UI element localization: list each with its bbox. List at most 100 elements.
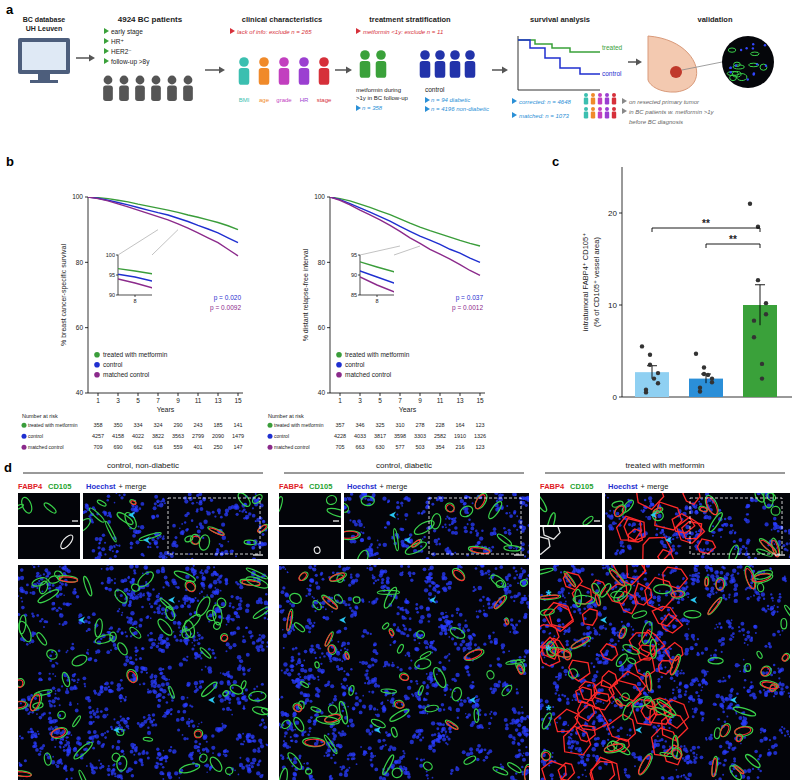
nucleus: [149, 675, 153, 679]
nucleus: [57, 697, 60, 700]
nucleus: [165, 712, 168, 715]
at-risk-value: 503: [415, 444, 424, 450]
nucleus: [162, 778, 164, 780]
nucleus: [70, 603, 72, 605]
nucleus: [75, 709, 79, 713]
nucleus: [154, 542, 158, 546]
nucleus: [33, 566, 36, 569]
nucleus: [199, 686, 202, 689]
nucleus: [239, 763, 243, 767]
nucleus: [196, 576, 199, 579]
nucleus: [225, 508, 229, 512]
vessel: [128, 626, 142, 640]
nucleus: [150, 605, 153, 608]
nucleus: [59, 593, 62, 596]
channel-label: CD105: [48, 482, 71, 491]
nucleus: [96, 649, 100, 653]
p-value: p = 0.037: [456, 294, 484, 302]
nucleus: [214, 656, 217, 659]
tick: [116, 295, 118, 296]
head: [259, 57, 269, 67]
label: n = 358: [362, 105, 383, 111]
nucleus: [187, 596, 190, 599]
legend-swatch: [336, 362, 342, 368]
nucleus: [238, 606, 242, 610]
arrow-head: [346, 67, 352, 74]
nucleus: [135, 654, 137, 656]
inset-curve: [118, 255, 152, 295]
vessel: [249, 691, 267, 701]
error-bar: [647, 366, 657, 379]
nucleus: [156, 546, 159, 549]
bullet: [230, 28, 235, 34]
nucleus: [261, 683, 264, 686]
nucleus: [212, 752, 214, 754]
vessel: [194, 730, 202, 737]
nucleus: [194, 569, 197, 572]
tick-label: 5: [378, 397, 382, 404]
at-risk-value: 2090: [212, 433, 224, 439]
nucleus: [257, 543, 260, 546]
axis-title: Years: [157, 406, 175, 413]
legend-swatch: [94, 362, 100, 368]
body: [584, 112, 588, 119]
nucleus: [88, 706, 91, 709]
nucleus: [187, 697, 189, 699]
at-risk-value: 2582: [434, 433, 446, 439]
nucleus: [100, 554, 103, 557]
nucleus: [88, 621, 91, 624]
nucleus: [227, 621, 230, 624]
nucleus: [122, 698, 124, 700]
nucleus: [242, 672, 245, 675]
head: [184, 76, 193, 85]
nucleus: [131, 768, 133, 770]
nucleus: [190, 719, 194, 723]
nucleus: [86, 504, 89, 507]
nucleus: [199, 507, 203, 511]
nucleus: [19, 589, 23, 593]
nucleus: [153, 506, 157, 510]
nucleus: [191, 519, 194, 522]
nucleus: [51, 699, 55, 703]
row-label: matched control: [28, 444, 64, 450]
fabp4-vessel: [209, 527, 225, 536]
legend-swatch: [336, 352, 342, 358]
bullet: [104, 28, 109, 34]
person-icon: [119, 76, 129, 101]
nucleus: [116, 550, 118, 552]
axis-title: % breast cancer-specific survival: [60, 244, 68, 346]
nucleus: [141, 606, 144, 609]
nucleus: [111, 728, 113, 730]
nucleus: [253, 688, 255, 690]
at-risk-value: 141: [233, 422, 242, 428]
nucleus: [196, 639, 198, 641]
nucleus: [215, 573, 217, 575]
nucleus: [245, 511, 247, 513]
vessel: [164, 605, 177, 621]
nucleus: [224, 550, 228, 554]
nucleus: [23, 780, 25, 781]
plot-area: [330, 197, 480, 275]
nucleus: [247, 669, 250, 672]
legend-label: control: [345, 361, 365, 368]
body: [450, 61, 461, 78]
label: corrected: n = 4648: [519, 99, 572, 105]
nucleus: [178, 626, 180, 628]
nucleus: [78, 613, 82, 617]
vessel: [43, 501, 57, 514]
error-line: [652, 366, 653, 379]
nucleus: [194, 681, 198, 685]
error-cap: [755, 284, 765, 285]
nucleus: [260, 723, 262, 725]
nucleus: [58, 649, 61, 652]
head: [136, 76, 145, 85]
tick-label: 40: [318, 389, 326, 396]
nucleus: [135, 658, 137, 660]
legend-swatch: [94, 372, 100, 378]
nucleus: [189, 497, 193, 501]
nucleus: [86, 765, 88, 767]
nucleus: [229, 602, 232, 605]
nucleus: [110, 649, 112, 651]
nucleus: [203, 734, 208, 739]
body: [299, 68, 310, 85]
